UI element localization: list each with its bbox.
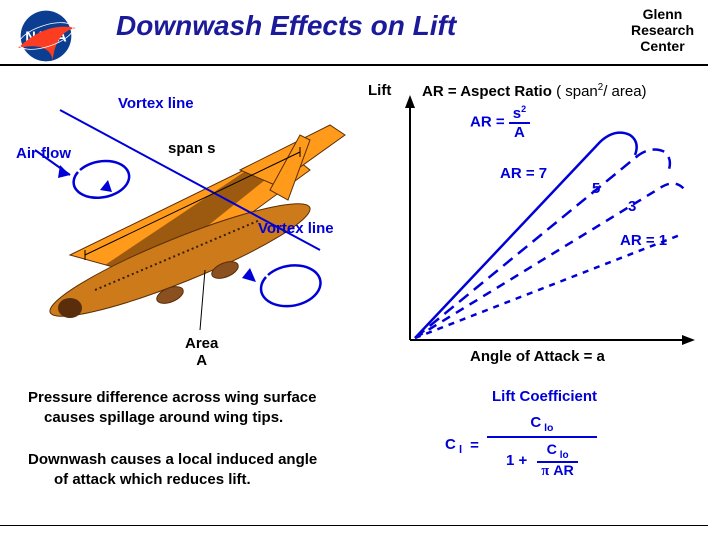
den-num: C lo bbox=[537, 442, 577, 463]
area-l2: A bbox=[185, 352, 218, 369]
ar-def-label: AR = Aspect Ratio ( span2/ area) bbox=[422, 82, 647, 100]
formula-den: 1 + C lo π AR bbox=[487, 438, 597, 480]
y-axis-label: Lift bbox=[368, 82, 391, 99]
den-den: π AR bbox=[537, 463, 577, 480]
x-axis-label: Angle of Attack = a bbox=[470, 348, 605, 365]
page-title: Downwash Effects on Lift bbox=[116, 10, 456, 42]
body-p1: Pressure difference across wing surface … bbox=[28, 388, 316, 429]
vortex-label: Vortex line bbox=[118, 95, 194, 112]
area-l1: Area bbox=[185, 335, 218, 352]
curve-label: 3 bbox=[628, 198, 636, 215]
ar-den: A bbox=[509, 124, 530, 141]
lhs: C l bbox=[445, 436, 462, 456]
grc-line: Glenn bbox=[631, 6, 694, 22]
nasa-logo: NASA bbox=[12, 8, 80, 64]
vortex-label: Vortex line bbox=[258, 220, 334, 237]
grc-line: Research bbox=[631, 22, 694, 38]
p1-l1: Pressure difference across wing surface bbox=[28, 388, 316, 408]
area-label: Area A bbox=[185, 335, 218, 369]
ar-lhs: AR = bbox=[470, 113, 505, 130]
header: NASA Downwash Effects on Lift Glenn Rese… bbox=[0, 0, 708, 70]
formula-num: C lo bbox=[487, 412, 597, 438]
den-1: 1 + bbox=[506, 452, 527, 469]
p1-l2: causes spillage around wing tips. bbox=[28, 408, 316, 428]
formula-title: Lift Coefficient bbox=[492, 388, 597, 405]
ar-paren: ( span2/ area) bbox=[556, 83, 647, 100]
ar-formula: AR = s2 A bbox=[470, 104, 530, 141]
ar-def: AR = Aspect Ratio bbox=[422, 83, 552, 100]
grc-line: Center bbox=[631, 38, 694, 54]
ar-num: s bbox=[513, 105, 521, 122]
body-p2: Downwash causes a local induced angle of… bbox=[28, 450, 317, 491]
lift-chart bbox=[380, 80, 700, 370]
p2-l2: of attack which reduces lift. bbox=[28, 470, 317, 490]
grc-label: Glenn Research Center bbox=[631, 6, 694, 54]
eq: = bbox=[470, 437, 479, 454]
curve-label: 5 bbox=[592, 180, 600, 197]
lift-coeff-formula: C l = C lo 1 + C lo π AR bbox=[445, 412, 597, 480]
divider bbox=[0, 525, 708, 526]
divider bbox=[0, 64, 708, 66]
airflow-label: Air flow bbox=[16, 145, 71, 162]
curve-label: AR = 1 bbox=[620, 232, 667, 249]
p2-l1: Downwash causes a local induced angle bbox=[28, 450, 317, 470]
curve-label: AR = 7 bbox=[500, 165, 547, 182]
span-label: span s bbox=[168, 140, 216, 157]
